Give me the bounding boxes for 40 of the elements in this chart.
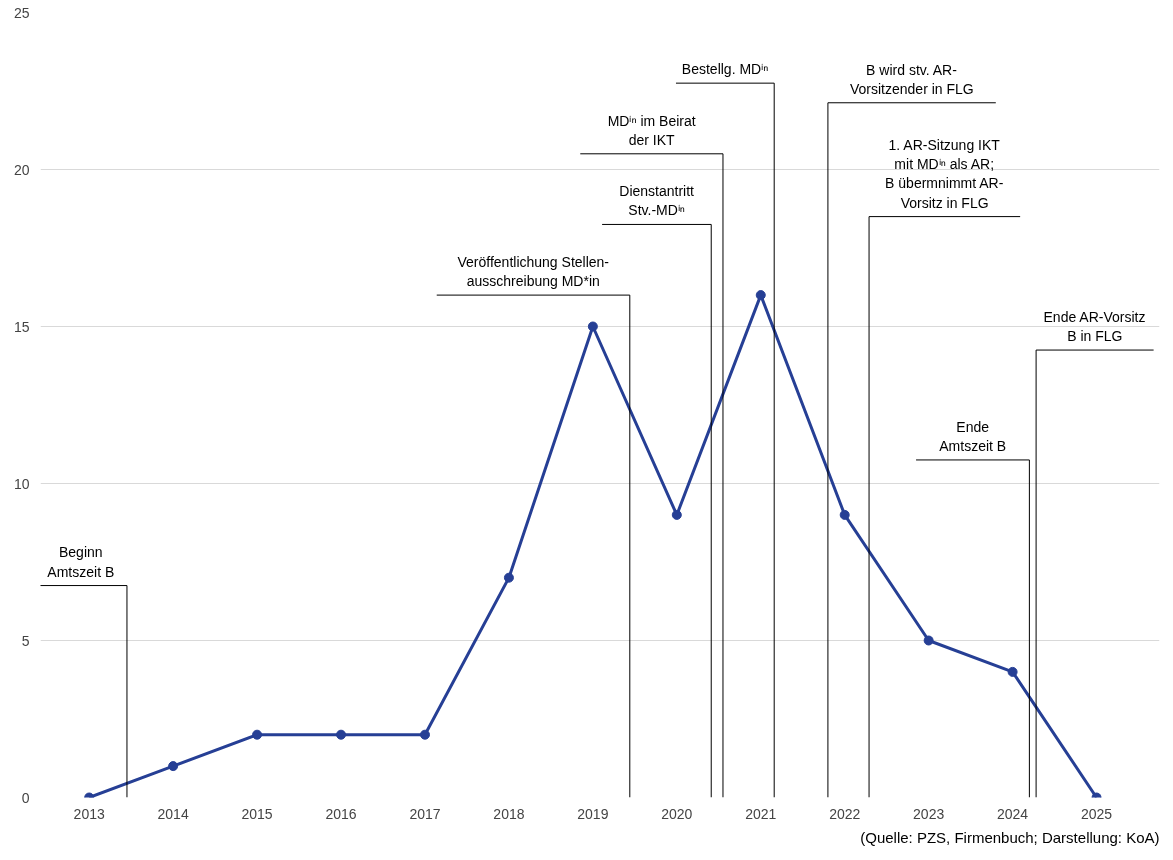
point <box>419 729 430 740</box>
x-tick-label: 2023 <box>913 805 945 822</box>
x-tick-label: 2015 <box>241 805 273 822</box>
point <box>1007 666 1018 677</box>
y-tick-label: 0 <box>21 789 30 806</box>
ref-line-label: Bestellg. MDⁱⁿ <box>681 61 769 78</box>
y-tick-label: 5 <box>21 632 30 649</box>
point <box>755 290 766 301</box>
text: (Quelle: PZS, Firmenbuch; Darstellung: KoA) <box>860 828 1160 846</box>
x-tick-label: 2022 <box>829 805 861 822</box>
point <box>252 729 263 740</box>
point <box>671 509 682 520</box>
x-tick-label: 2016 <box>325 805 357 822</box>
ref-line-label: Ende Amtszeit B <box>939 418 1007 454</box>
x-tick-label: 2019 <box>577 805 609 822</box>
ref-line-label: Beginn Amtszeit B <box>47 544 115 580</box>
ref-line-label: 1. AR-Sitzung IKT mit MDⁱⁿ als AR; B übermnimmt AR- Vorsitz in FLG <box>885 137 1004 211</box>
x-tick-label: 2020 <box>661 805 693 822</box>
y-tick-label: 25 <box>13 4 30 21</box>
x-tick-label: 2025 <box>1080 805 1113 822</box>
point <box>587 321 598 332</box>
y-tick-label: 20 <box>13 161 30 178</box>
x-tick-label: 2013 <box>73 805 105 822</box>
y-tick-label: 10 <box>13 475 30 492</box>
ref-line-label: B wird stv. AR- Vorsitzender in FLG <box>850 61 974 97</box>
x-tick-label: 2017 <box>409 805 441 822</box>
ref-line-label: Veröffentlichung Stellen- ausschreibung MD*in <box>457 253 610 290</box>
ref-line-label: Dienstantritt Stv.-MDⁱⁿ <box>619 183 695 219</box>
x-tick-label: 2024 <box>997 805 1029 822</box>
point <box>923 635 934 646</box>
ref-line-label: MDⁱⁿ im Beirat der IKT <box>607 112 696 148</box>
x-tick-label: 2014 <box>157 805 189 822</box>
x-tick-label: 2018 <box>493 805 525 822</box>
ref-line-label: Ende AR-Vorsitz B in FLG <box>1043 308 1146 345</box>
point <box>503 572 514 583</box>
point <box>336 729 347 740</box>
x-tick-label: 2021 <box>745 805 777 822</box>
point <box>839 509 850 520</box>
point <box>168 761 179 772</box>
y-tick-label: 15 <box>13 318 30 335</box>
